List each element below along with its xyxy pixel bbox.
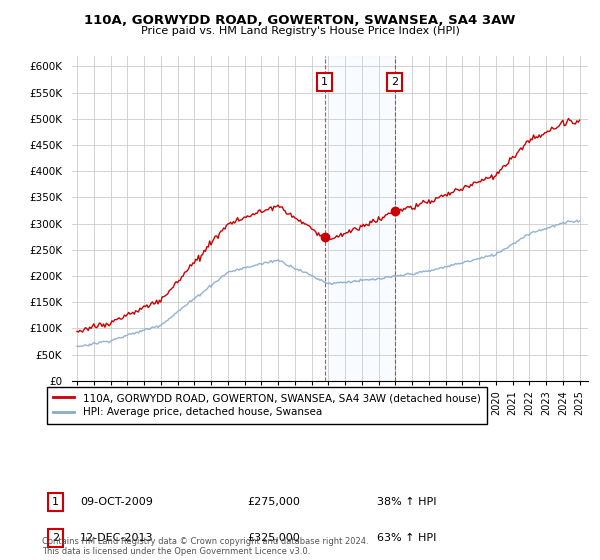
Text: 2: 2 [52, 533, 59, 543]
Text: 09-OCT-2009: 09-OCT-2009 [80, 497, 152, 507]
Text: Contains HM Land Registry data © Crown copyright and database right 2024.: Contains HM Land Registry data © Crown c… [42, 537, 368, 546]
Text: 2: 2 [391, 77, 398, 87]
Text: This data is licensed under the Open Government Licence v3.0.: This data is licensed under the Open Gov… [42, 547, 310, 556]
Bar [325, 56, 395, 381]
Text: £325,000: £325,000 [247, 533, 300, 543]
Text: Price paid vs. HM Land Registry's House Price Index (HPI): Price paid vs. HM Land Registry's House … [140, 26, 460, 36]
Text: 1: 1 [52, 497, 59, 507]
Text: 12-DEC-2013: 12-DEC-2013 [80, 533, 154, 543]
Text: 63% ↑ HPI: 63% ↑ HPI [377, 533, 436, 543]
Text: £275,000: £275,000 [247, 497, 300, 507]
Text: 110A, GORWYDD ROAD, GOWERTON, SWANSEA, SA4 3AW: 110A, GORWYDD ROAD, GOWERTON, SWANSEA, S… [85, 14, 515, 27]
Text: 1: 1 [321, 77, 328, 87]
Legend: 110A, GORWYDD ROAD, GOWERTON, SWANSEA, SA4 3AW (detached house), HPI: Average pr: 110A, GORWYDD ROAD, GOWERTON, SWANSEA, S… [47, 387, 487, 423]
Text: 38% ↑ HPI: 38% ↑ HPI [377, 497, 436, 507]
